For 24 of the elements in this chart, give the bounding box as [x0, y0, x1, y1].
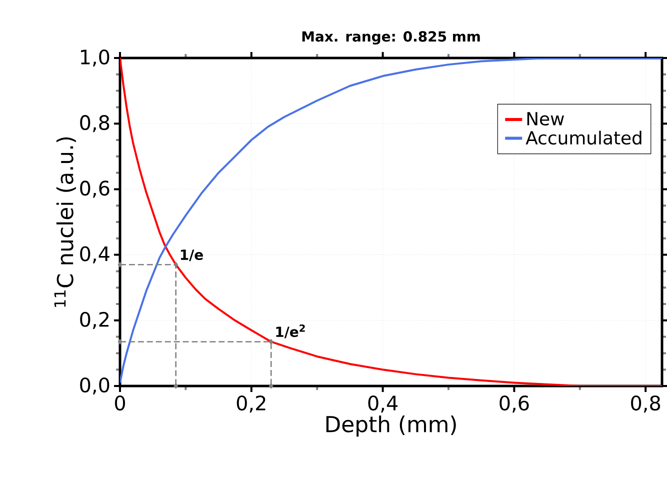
x-tick-label: 0,2 [236, 396, 266, 413]
x-tick-label: 0,6 [500, 396, 529, 413]
x-tick-label: 0,8 [631, 396, 660, 413]
legend-label: New [527, 112, 564, 126]
y-tick-label: 0,6 [80, 180, 110, 198]
y-tick-label: 1,0 [81, 49, 110, 67]
x-axis-title: Depth (mm) [326, 415, 456, 437]
y-tick-label: 0,2 [80, 312, 109, 329]
y-tick-label: 0,8 [80, 115, 110, 132]
chart-title: Max. range: 0.825 mm [302, 31, 480, 45]
point [174, 262, 178, 268]
point [118, 339, 122, 344]
x-tick-label: 0 [114, 396, 126, 411]
y-axis-title: $^{11}$C nuclei (a.u.) [54, 137, 76, 307]
y-tick-label: 0,0 [80, 377, 110, 395]
annotation: 1/e$^{2}$ [276, 324, 305, 338]
point [268, 339, 274, 344]
point [118, 262, 122, 268]
legend-label: Accumulated [526, 130, 642, 145]
point [174, 383, 178, 389]
annotation: 1/e [180, 250, 203, 262]
x-tick-label: 0,4 [368, 396, 398, 413]
point [268, 383, 274, 389]
y-tick-label: 0,4 [80, 246, 110, 264]
